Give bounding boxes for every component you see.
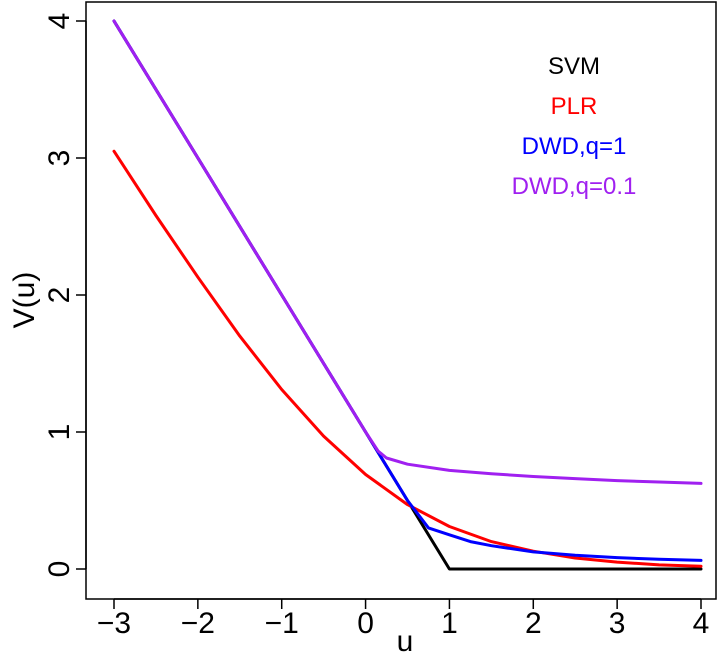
legend-entry-plr: PLR bbox=[551, 93, 598, 120]
x-tick-label: −1 bbox=[265, 607, 299, 640]
legend-entry-dwd-q-0-1: DWD,q=0.1 bbox=[512, 173, 637, 200]
y-axis-title: V(u) bbox=[8, 272, 41, 329]
x-axis: −3 −2 −1 0 1 2 3 4 bbox=[97, 598, 710, 640]
x-axis-title: u bbox=[397, 625, 414, 658]
y-axis: 0 1 2 3 4 bbox=[43, 13, 87, 578]
y-tick-label: 2 bbox=[43, 287, 76, 304]
x-tick-label: 0 bbox=[357, 607, 374, 640]
series-line-svm bbox=[112, 19, 703, 571]
x-tick-label: −2 bbox=[181, 607, 215, 640]
y-tick-label: 0 bbox=[43, 561, 76, 578]
x-tick-label: 1 bbox=[441, 607, 458, 640]
y-tick-label: 4 bbox=[43, 13, 76, 30]
legend-entry-svm: SVM bbox=[548, 53, 600, 80]
legend-entry-dwd-q-1: DWD,q=1 bbox=[522, 133, 627, 160]
y-tick-label: 3 bbox=[43, 150, 76, 167]
x-tick-label: 4 bbox=[693, 607, 710, 640]
legend: SVM PLR DWD,q=1 DWD,q=0.1 bbox=[512, 53, 637, 200]
y-tick-label: 1 bbox=[43, 424, 76, 441]
x-tick-label: 3 bbox=[609, 607, 626, 640]
series-layer bbox=[112, 19, 703, 571]
x-tick-label: −3 bbox=[97, 607, 131, 640]
series-line-dwd-q-0-1 bbox=[112, 19, 703, 485]
series-line-plr bbox=[112, 149, 703, 568]
x-tick-label: 2 bbox=[525, 607, 542, 640]
plot-area-frame bbox=[85, 1, 717, 600]
